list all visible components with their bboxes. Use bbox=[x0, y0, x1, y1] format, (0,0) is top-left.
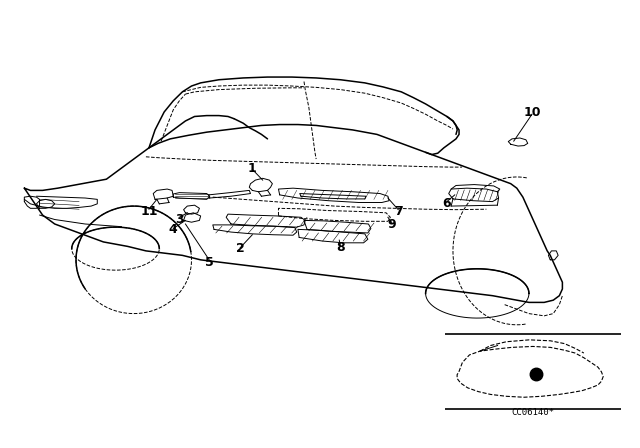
Text: 8: 8 bbox=[336, 241, 345, 254]
Text: 7: 7 bbox=[394, 205, 403, 218]
Text: 10: 10 bbox=[524, 106, 541, 120]
Text: 6: 6 bbox=[443, 197, 451, 211]
Text: 2: 2 bbox=[236, 242, 244, 255]
Text: 11: 11 bbox=[140, 205, 157, 218]
Text: 9: 9 bbox=[388, 218, 396, 232]
Text: 5: 5 bbox=[205, 255, 214, 269]
Text: 1: 1 bbox=[248, 161, 257, 175]
Text: CC06140*: CC06140* bbox=[511, 408, 554, 417]
Text: 4: 4 bbox=[169, 223, 178, 237]
Text: 3: 3 bbox=[175, 213, 184, 226]
